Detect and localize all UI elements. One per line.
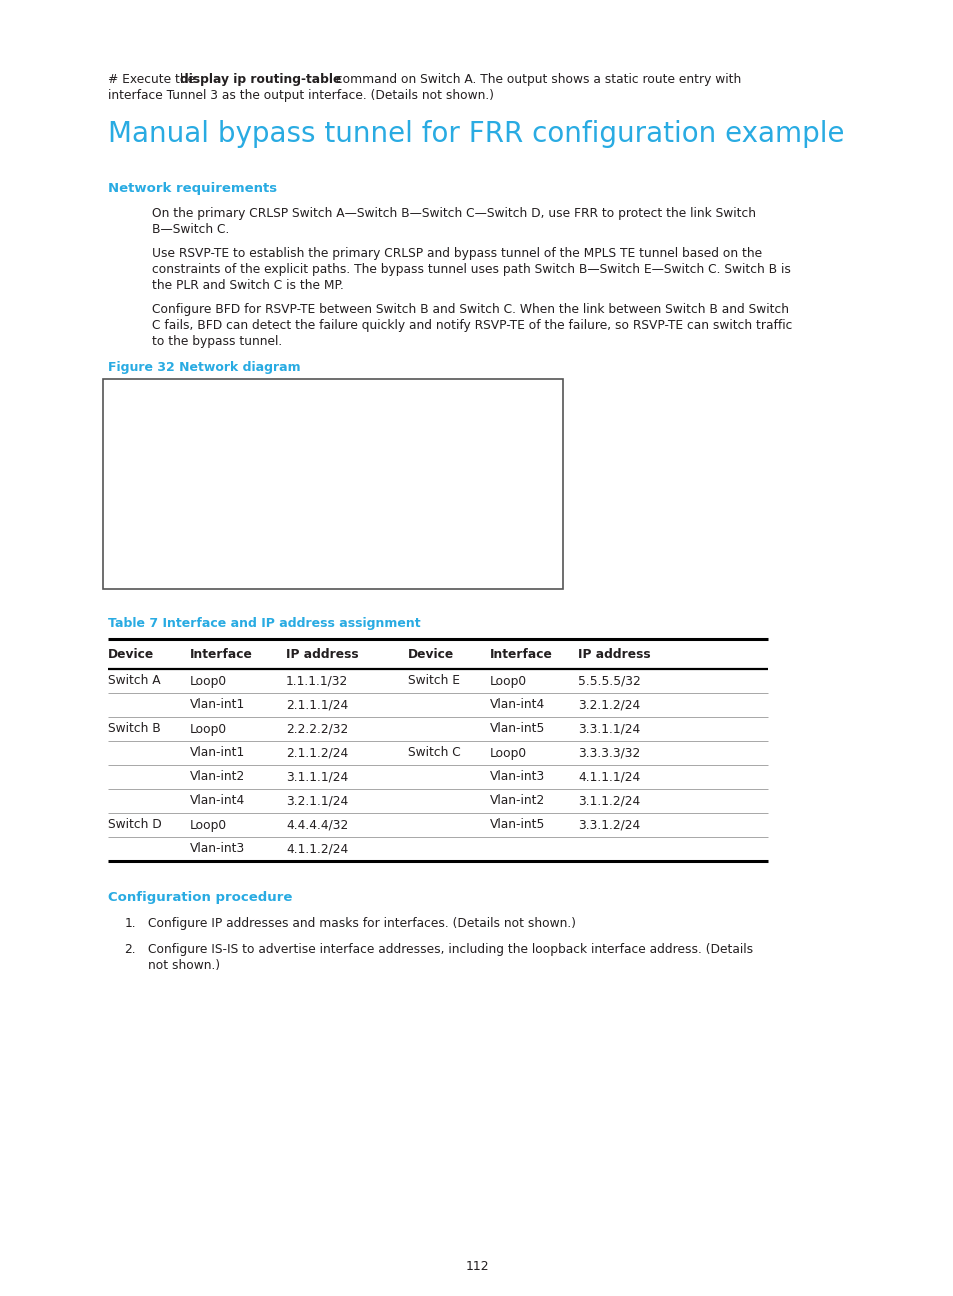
Text: Figure 32 Network diagram: Figure 32 Network diagram <box>108 362 300 375</box>
Text: 1.: 1. <box>124 918 136 931</box>
Text: 4.4.4.4/32: 4.4.4.4/32 <box>286 819 348 832</box>
Text: the PLR and Switch C is the MP.: the PLR and Switch C is the MP. <box>152 279 343 292</box>
Text: # Execute the: # Execute the <box>108 73 199 86</box>
Text: Configure IS-IS to advertise interface addresses, including the loopback interfa: Configure IS-IS to advertise interface a… <box>148 943 752 956</box>
Text: Vlan-int1: Vlan-int1 <box>190 746 245 759</box>
Text: display ip routing-table: display ip routing-table <box>180 73 341 86</box>
Text: 3.2.1.2/24: 3.2.1.2/24 <box>578 699 639 712</box>
Text: 4.1.1.1/24: 4.1.1.1/24 <box>578 771 639 784</box>
Text: Switch D: Switch D <box>108 819 162 832</box>
Text: B—Switch C.: B—Switch C. <box>152 223 229 236</box>
Text: Loop0: Loop0 <box>490 674 527 687</box>
Text: Vlan-int5: Vlan-int5 <box>490 722 545 736</box>
Text: Table 7 Interface and IP address assignment: Table 7 Interface and IP address assignm… <box>108 617 420 630</box>
Text: 3.1.1.2/24: 3.1.1.2/24 <box>578 794 639 807</box>
Text: Device: Device <box>408 648 454 661</box>
Text: 3.2.1.1/24: 3.2.1.1/24 <box>286 794 348 807</box>
Text: 2.1.1.1/24: 2.1.1.1/24 <box>286 699 348 712</box>
Text: Switch A: Switch A <box>108 674 160 687</box>
Text: command on Switch A. The output shows a static route entry with: command on Switch A. The output shows a … <box>332 73 740 86</box>
Text: Device: Device <box>108 648 154 661</box>
Text: 5.5.5.5/32: 5.5.5.5/32 <box>578 674 640 687</box>
Text: 2.2.2.2/32: 2.2.2.2/32 <box>286 722 348 736</box>
Text: 2.: 2. <box>124 943 136 956</box>
Text: Vlan-int5: Vlan-int5 <box>490 819 545 832</box>
Text: 4.1.1.2/24: 4.1.1.2/24 <box>286 842 348 855</box>
Text: 3.3.3.3/32: 3.3.3.3/32 <box>578 746 639 759</box>
Text: Vlan-int3: Vlan-int3 <box>190 842 245 855</box>
Text: 1.1.1.1/32: 1.1.1.1/32 <box>286 674 348 687</box>
Text: Vlan-int1: Vlan-int1 <box>190 699 245 712</box>
Text: not shown.): not shown.) <box>148 959 220 972</box>
Text: Vlan-int4: Vlan-int4 <box>490 699 545 712</box>
Text: Switch B: Switch B <box>108 722 161 736</box>
Text: 2.1.1.2/24: 2.1.1.2/24 <box>286 746 348 759</box>
Text: 112: 112 <box>465 1260 488 1273</box>
Text: Switch C: Switch C <box>408 746 460 759</box>
Text: Vlan-int4: Vlan-int4 <box>190 794 245 807</box>
Text: Configure IP addresses and masks for interfaces. (Details not shown.): Configure IP addresses and masks for int… <box>148 918 576 931</box>
Text: Vlan-int3: Vlan-int3 <box>490 771 545 784</box>
Text: constraints of the explicit paths. The bypass tunnel uses path Switch B—Switch E: constraints of the explicit paths. The b… <box>152 263 790 276</box>
Text: Loop0: Loop0 <box>490 746 527 759</box>
Text: to the bypass tunnel.: to the bypass tunnel. <box>152 334 282 349</box>
Text: Loop0: Loop0 <box>190 674 227 687</box>
Text: IP address: IP address <box>578 648 650 661</box>
Text: C fails, BFD can detect the failure quickly and notify RSVP-TE of the failure, s: C fails, BFD can detect the failure quic… <box>152 319 792 332</box>
Text: Configure BFD for RSVP-TE between Switch B and Switch C. When the link between S: Configure BFD for RSVP-TE between Switch… <box>152 303 788 316</box>
Text: interface Tunnel 3 as the output interface. (Details not shown.): interface Tunnel 3 as the output interfa… <box>108 89 494 102</box>
Text: Interface: Interface <box>190 648 253 661</box>
Text: Switch E: Switch E <box>408 674 459 687</box>
Text: Configuration procedure: Configuration procedure <box>108 892 292 905</box>
Text: Use RSVP-TE to establish the primary CRLSP and bypass tunnel of the MPLS TE tunn: Use RSVP-TE to establish the primary CRL… <box>152 248 761 260</box>
Text: 3.3.1.1/24: 3.3.1.1/24 <box>578 722 639 736</box>
Text: Network requirements: Network requirements <box>108 181 276 194</box>
Text: Loop0: Loop0 <box>190 722 227 736</box>
Text: 3.3.1.2/24: 3.3.1.2/24 <box>578 819 639 832</box>
Text: Loop0: Loop0 <box>190 819 227 832</box>
Text: On the primary CRLSP Switch A—Switch B—Switch C—Switch D, use FRR to protect the: On the primary CRLSP Switch A—Switch B—S… <box>152 207 755 220</box>
Text: Vlan-int2: Vlan-int2 <box>490 794 545 807</box>
Text: 3.1.1.1/24: 3.1.1.1/24 <box>286 771 348 784</box>
Text: Interface: Interface <box>490 648 553 661</box>
Text: Manual bypass tunnel for FRR configuration example: Manual bypass tunnel for FRR configurati… <box>108 121 843 148</box>
Text: IP address: IP address <box>286 648 358 661</box>
Text: Vlan-int2: Vlan-int2 <box>190 771 245 784</box>
Bar <box>103 378 562 588</box>
